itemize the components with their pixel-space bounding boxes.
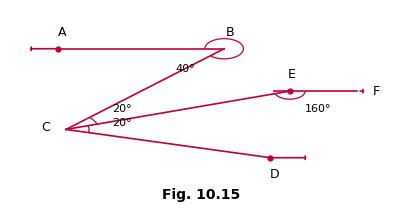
Text: 40°: 40°	[175, 64, 195, 74]
Text: 20°: 20°	[112, 104, 132, 114]
Text: 20°: 20°	[112, 118, 132, 128]
Text: D: D	[269, 168, 278, 181]
Text: 160°: 160°	[304, 104, 331, 114]
Text: B: B	[225, 26, 234, 39]
Text: A: A	[58, 26, 66, 39]
Text: C: C	[42, 121, 51, 134]
Text: F: F	[372, 85, 379, 98]
Text: Fig. 10.15: Fig. 10.15	[162, 188, 239, 202]
Text: E: E	[287, 68, 295, 81]
